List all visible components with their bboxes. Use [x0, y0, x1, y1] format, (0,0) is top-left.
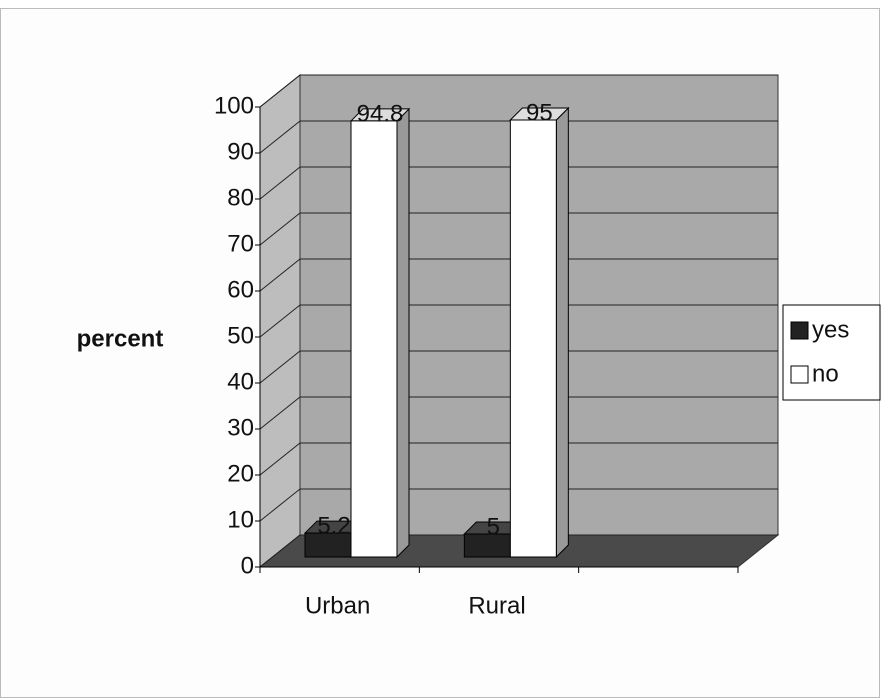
legend-swatch [790, 365, 809, 384]
x-tick-label: Urban [305, 592, 370, 619]
data-label: 5 [487, 513, 500, 540]
y-tick-label: 0 [241, 552, 254, 579]
grid-line [259, 488, 301, 522]
y-tick-label: 30 [227, 414, 254, 441]
y-tick-label: 80 [227, 184, 254, 211]
grid-line [259, 396, 301, 430]
data-label: 5.2 [317, 512, 350, 539]
data-label: 95 [526, 99, 553, 126]
grid-line [259, 534, 301, 568]
grid-line [259, 74, 301, 108]
legend-label: yes [812, 316, 849, 343]
y-tick-label: 100 [214, 92, 254, 119]
legend-swatch [790, 321, 809, 340]
grid-line [259, 350, 301, 384]
legend-label: no [812, 360, 839, 387]
bar-side [396, 107, 410, 559]
grid-line [259, 258, 301, 292]
bar [509, 119, 557, 558]
y-tick-label: 10 [227, 506, 254, 533]
x-tick-label: Rural [468, 592, 525, 619]
y-tick-label: 50 [227, 322, 254, 349]
y-tick-label: 40 [227, 368, 254, 395]
y-tick-label: 20 [227, 460, 254, 487]
grid-line [259, 166, 301, 200]
grid-line [259, 120, 301, 154]
grid-line [259, 304, 301, 338]
bar-side [555, 106, 569, 559]
bar [350, 120, 398, 558]
y-axis-label: percent [77, 325, 164, 352]
data-label: 94.8 [357, 100, 404, 127]
grid-line [259, 212, 301, 246]
y-tick-label: 60 [227, 276, 254, 303]
grid-line [259, 442, 301, 476]
y-tick-label: 70 [227, 230, 254, 257]
legend-box [782, 304, 881, 401]
y-tick-label: 90 [227, 138, 254, 165]
